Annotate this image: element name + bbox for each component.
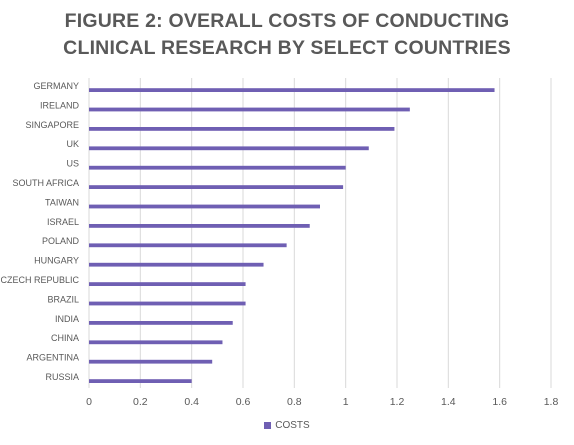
category-label: CZECH REPUBLIC (0, 275, 79, 285)
x-tick-label: 0 (86, 396, 92, 408)
category-label: POLAND (42, 236, 80, 246)
x-tick-label: 1.4 (441, 396, 456, 408)
x-tick-label: 1.8 (544, 396, 559, 408)
bar-israel (89, 224, 310, 228)
bar-germany (89, 88, 495, 92)
bar-singapore (89, 127, 395, 131)
chart-title-line-2: CLINICAL RESEARCH BY SELECT COUNTRIES (63, 37, 511, 59)
category-label: HUNGARY (34, 256, 79, 266)
chart-title: FIGURE 2: OVERALL COSTS OF CONDUCTING CL… (0, 8, 574, 62)
category-label: TAIWAN (45, 197, 79, 207)
legend-swatch-costs (264, 422, 272, 429)
category-label: ARGENTINA (26, 353, 79, 363)
x-tick-label: 1.2 (390, 396, 405, 408)
category-label: SOUTH AFRICA (12, 178, 79, 188)
chart-title-line-1: FIGURE 2: OVERALL COSTS OF CONDUCTING (64, 10, 510, 32)
bar-uk (89, 146, 369, 151)
bar-argentina (89, 359, 213, 364)
bar-us (89, 165, 346, 170)
x-tick-label: 0.6 (236, 396, 251, 408)
x-tick-label: 1.6 (492, 396, 507, 408)
bar-ireland (89, 107, 410, 112)
category-label: RUSSIA (45, 372, 79, 382)
bar-south-africa (89, 185, 344, 189)
category-label: CHINA (51, 333, 79, 343)
bar-china (89, 340, 223, 345)
x-tick-label: 0.4 (184, 396, 199, 408)
x-tick-label: 0.2 (133, 396, 148, 408)
category-label: IRELAND (40, 100, 80, 110)
x-tick-label: 1 (343, 396, 349, 408)
category-label: SINGAPORE (25, 120, 79, 130)
x-tick-label: 0.8 (287, 396, 302, 408)
category-label: US (66, 159, 79, 169)
chart-legend: COSTS (0, 420, 574, 431)
category-label: BRAZIL (47, 294, 79, 304)
category-label: INDIA (55, 314, 79, 324)
bar-poland (89, 243, 287, 248)
bar-brazil (89, 301, 246, 306)
bar-taiwan (89, 204, 320, 209)
bar-hungary (89, 262, 264, 267)
legend-label-costs: COSTS (275, 420, 310, 431)
bar-russia (89, 379, 192, 383)
category-label: UK (66, 139, 79, 149)
bar-india (89, 321, 233, 325)
bar-czech-republic (89, 282, 246, 286)
category-label: ISRAEL (47, 217, 79, 227)
category-label: GERMANY (33, 81, 79, 91)
